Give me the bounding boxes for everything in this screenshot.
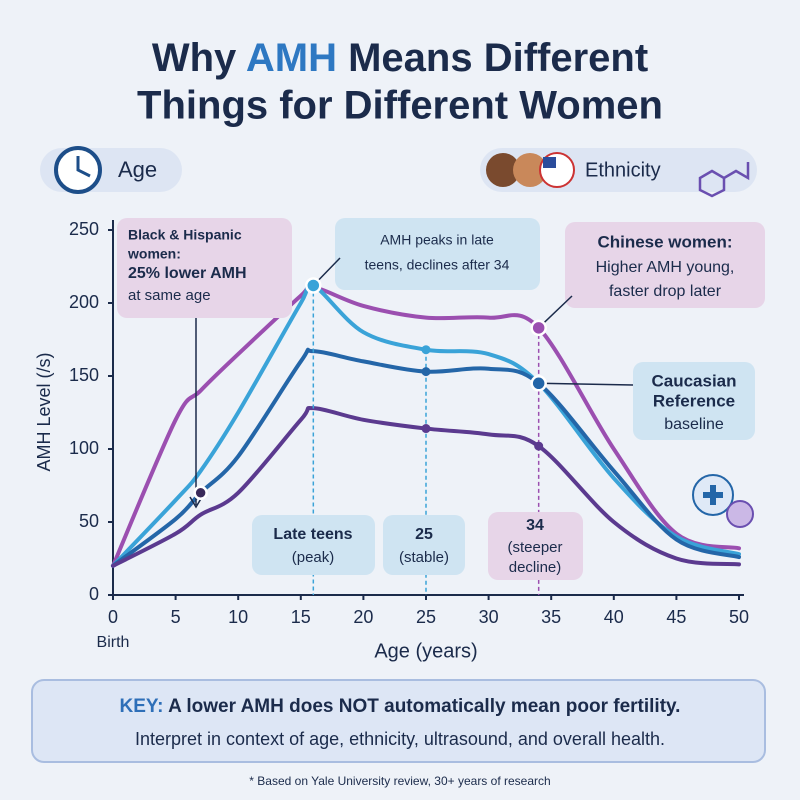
y-tick-label: 0 bbox=[89, 584, 99, 604]
x-tick-label: 25 bbox=[416, 607, 436, 627]
footnote: * Based on Yale University review, 30+ y… bbox=[249, 774, 550, 788]
series-line bbox=[111, 405, 741, 568]
callout-text: Caucasian bbox=[651, 371, 736, 390]
callout-box bbox=[565, 222, 765, 308]
highlight-point bbox=[193, 485, 208, 501]
x-origin-label: Birth bbox=[97, 634, 130, 651]
callout-text: 25% lower AMH bbox=[128, 265, 247, 282]
title-line: Things for Different Women bbox=[137, 84, 663, 128]
callout-text: baseline bbox=[664, 416, 724, 433]
callout-text: Black & Hispanic bbox=[128, 227, 242, 243]
callout-text: teens, declines after 34 bbox=[365, 257, 510, 273]
flag-canton bbox=[543, 157, 556, 168]
x-tick-label: 50 bbox=[729, 607, 749, 627]
x-axis-label: Age (years) bbox=[374, 640, 477, 662]
stethoscope-icon bbox=[726, 500, 754, 528]
x-tick-label: 15 bbox=[291, 607, 311, 627]
callout-text: 34 bbox=[526, 517, 544, 534]
ethnicity-chip-label: Ethnicity bbox=[585, 159, 661, 181]
phase-box bbox=[383, 515, 465, 575]
arrow-head bbox=[189, 496, 203, 509]
callout-box bbox=[117, 218, 292, 318]
callout-text: AMH peaks in late bbox=[380, 232, 494, 248]
y-tick-label: 200 bbox=[69, 292, 99, 312]
data-point bbox=[421, 345, 431, 355]
molecule-icon bbox=[698, 162, 750, 198]
key-box bbox=[31, 679, 766, 763]
phase-box bbox=[488, 512, 583, 580]
callout-text: Late teens bbox=[273, 526, 352, 543]
face-icon bbox=[486, 153, 520, 187]
key-headline: A lower AMH does NOT automatically mean … bbox=[168, 696, 680, 717]
y-tick-label: 100 bbox=[69, 438, 99, 458]
x-tick-label: 20 bbox=[353, 607, 373, 627]
callout-text: women: bbox=[127, 246, 181, 262]
callout-text: at same age bbox=[128, 287, 211, 304]
y-tick-label: 150 bbox=[69, 365, 99, 385]
title-part: Why bbox=[152, 36, 246, 80]
y-tick-label: 50 bbox=[79, 511, 99, 531]
medical-cross bbox=[703, 485, 723, 505]
data-point bbox=[421, 424, 431, 434]
key-line: KEY: A lower AMH does NOT automatically … bbox=[120, 696, 681, 717]
x-tick-label: 5 bbox=[171, 607, 181, 627]
data-point bbox=[421, 367, 431, 377]
callout-text: decline) bbox=[509, 559, 562, 576]
callout-text: (stable) bbox=[399, 549, 449, 566]
x-tick-label: 10 bbox=[228, 607, 248, 627]
data-point bbox=[534, 441, 544, 451]
callout-text: Reference bbox=[653, 391, 735, 410]
callout-text: faster drop later bbox=[609, 283, 722, 300]
x-tick-label: 45 bbox=[666, 607, 686, 627]
key-detail: Interpret in context of age, ethnicity, … bbox=[135, 729, 665, 749]
face-icon bbox=[513, 153, 547, 187]
y-axis-label: AMH Level (/s) bbox=[34, 352, 54, 471]
title-part: Means Different bbox=[337, 36, 648, 80]
x-tick-label: 0 bbox=[108, 607, 118, 627]
callout-text: (steeper bbox=[507, 539, 562, 556]
leader-line bbox=[538, 382, 634, 386]
callout-box bbox=[633, 362, 755, 440]
callout-text: (peak) bbox=[292, 549, 335, 566]
callout-text: 25 bbox=[415, 526, 433, 543]
callout-box bbox=[335, 218, 540, 290]
series-line bbox=[111, 281, 741, 568]
phase-box bbox=[252, 515, 375, 575]
title-part: AMH bbox=[246, 36, 337, 80]
highlight-point bbox=[305, 277, 322, 294]
highlight-point bbox=[530, 319, 547, 337]
key-lead: KEY: bbox=[120, 696, 164, 717]
x-tick-label: 35 bbox=[541, 607, 561, 627]
x-tick-label: 40 bbox=[604, 607, 624, 627]
title-line: Why AMH Means Different bbox=[152, 36, 648, 80]
callout-text: Higher AMH young, bbox=[596, 259, 735, 276]
clock-hands bbox=[76, 156, 91, 178]
callout-text: Chinese women: bbox=[597, 232, 732, 251]
y-tick-label: 250 bbox=[69, 219, 99, 239]
highlight-point bbox=[530, 375, 547, 392]
x-tick-label: 30 bbox=[479, 607, 499, 627]
age-chip-label: Age bbox=[118, 157, 157, 182]
